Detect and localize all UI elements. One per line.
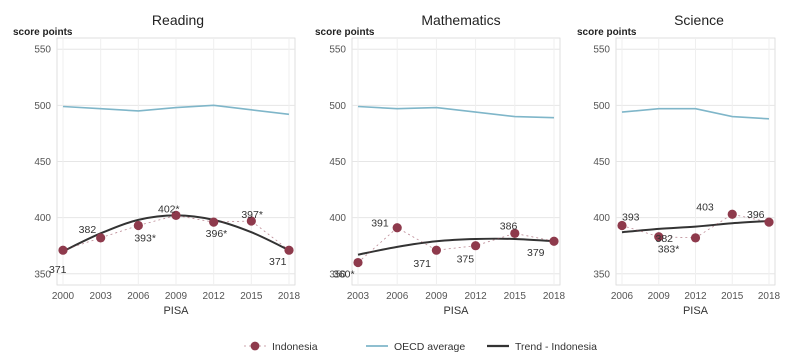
series-oecd-average-line <box>621 107 770 120</box>
y-tick-label: 550 <box>34 45 51 56</box>
x-tick-label: 2012 <box>684 291 707 302</box>
data-label: 375 <box>457 254 475 266</box>
data-label: 402* <box>158 203 180 215</box>
y-tick-label: 400 <box>593 213 610 224</box>
indonesia-point <box>353 257 363 268</box>
panel-title: Science <box>674 12 724 28</box>
y-tick-label: 350 <box>593 269 610 280</box>
legend-item-oecd-average: OECD average <box>366 341 465 353</box>
series-trend-indonesia-curve <box>357 237 555 256</box>
x-tick-label: 2003 <box>90 291 113 302</box>
legend: Indonesia OECD average Trend - Indonesia <box>244 341 597 353</box>
y-axis-label: score points <box>13 27 73 38</box>
indonesia-point <box>727 209 737 219</box>
indonesia-point <box>510 228 520 238</box>
x-tick-label: 2012 <box>203 291 226 302</box>
y-tick-label: 350 <box>34 269 51 280</box>
indonesia-point <box>133 220 143 231</box>
series-oecd-average-line <box>62 104 290 116</box>
x-tick-label: 2006 <box>127 291 150 302</box>
data-label: 393* <box>134 232 156 244</box>
y-tick-label: 550 <box>329 45 346 56</box>
panel-reading: 350 400 450 500 550 2000 2003 2006 2009 2012 2015 2… <box>13 12 301 317</box>
y-tick-label: 350 <box>329 269 346 280</box>
y-tick-label: 500 <box>593 101 610 112</box>
indonesia-point <box>690 233 701 243</box>
y-tick-label: 400 <box>34 213 51 224</box>
data-label: 403 <box>696 201 714 213</box>
x-tick-label: 2009 <box>648 291 671 302</box>
x-tick-label: 2015 <box>721 291 744 302</box>
data-label: 382 <box>79 224 97 236</box>
data-label: 386 <box>500 220 518 232</box>
indonesia-point <box>209 217 219 227</box>
y-tick-label: 400 <box>329 213 346 224</box>
data-label: 382 <box>656 233 674 245</box>
x-tick-label: 2009 <box>165 291 188 302</box>
x-tick-label: 2015 <box>240 291 263 302</box>
y-tick-label: 500 <box>329 101 346 112</box>
x-tick-label: 2006 <box>611 291 634 302</box>
indonesia-point <box>764 217 774 227</box>
y-axis-label: score points <box>315 27 375 38</box>
panel-science: 350 400 450 500 550 2006 2009 2012 2015 2018 Scien… <box>577 12 781 317</box>
x-axis-label: PISA <box>163 305 189 317</box>
data-label: 383* <box>658 244 680 256</box>
data-label: 397* <box>241 209 263 221</box>
data-label: 391 <box>371 218 389 230</box>
series-trend-indonesia-curve <box>621 220 770 234</box>
y-tick-label: 500 <box>34 101 51 112</box>
y-tick-label: 550 <box>593 45 610 56</box>
data-label: 379 <box>527 247 545 259</box>
indonesia-point <box>392 223 402 233</box>
x-tick-label: 2012 <box>464 291 487 302</box>
legend-label: OECD average <box>394 341 465 353</box>
x-tick-label: 2009 <box>425 291 448 302</box>
data-label: 360* <box>333 269 355 281</box>
x-tick-label: 2015 <box>504 291 527 302</box>
x-tick-label: 2003 <box>347 291 370 302</box>
indonesia-point <box>58 245 68 255</box>
x-axis-label: PISA <box>683 305 709 317</box>
legend-item-indonesia: Indonesia <box>244 341 318 353</box>
x-tick-label: 2006 <box>386 291 409 302</box>
x-tick-label: 2018 <box>278 291 301 302</box>
x-tick-label: 2018 <box>758 291 781 302</box>
indonesia-point <box>471 241 481 251</box>
data-label: 396 <box>747 209 765 221</box>
indonesia-point <box>654 232 664 242</box>
data-label: 371 <box>413 258 431 270</box>
data-label: 371 <box>49 264 67 276</box>
indonesia-point <box>431 245 441 255</box>
x-tick-label: 2000 <box>52 291 75 302</box>
legend-swatch <box>250 341 260 351</box>
y-tick-label: 450 <box>34 157 51 168</box>
x-tick-label: 2018 <box>543 291 566 302</box>
indonesia-point <box>246 216 256 226</box>
panel-title: Mathematics <box>421 12 500 28</box>
data-label: 371 <box>269 256 287 268</box>
indonesia-point <box>617 220 627 231</box>
data-label: 393 <box>622 211 640 223</box>
x-axis-label: PISA <box>443 305 469 317</box>
legend-label: Indonesia <box>272 341 318 353</box>
indonesia-point <box>171 210 181 220</box>
panel-title: Reading <box>152 12 204 28</box>
indonesia-point <box>284 245 294 255</box>
indonesia-point <box>549 236 559 246</box>
indonesia-point <box>96 233 106 243</box>
legend-item-trend-indonesia: Trend - Indonesia <box>487 341 597 353</box>
series-oecd-average-line <box>357 105 555 119</box>
y-axis-label: score points <box>577 27 637 38</box>
panel-mathematics: 350 400 450 500 550 2003 2006 2009 2012 2015 2018 M… <box>315 12 566 317</box>
legend-label: Trend - Indonesia <box>515 341 597 353</box>
data-label: 396* <box>206 228 228 240</box>
y-tick-label: 450 <box>593 157 610 168</box>
y-tick-label: 450 <box>329 157 346 168</box>
